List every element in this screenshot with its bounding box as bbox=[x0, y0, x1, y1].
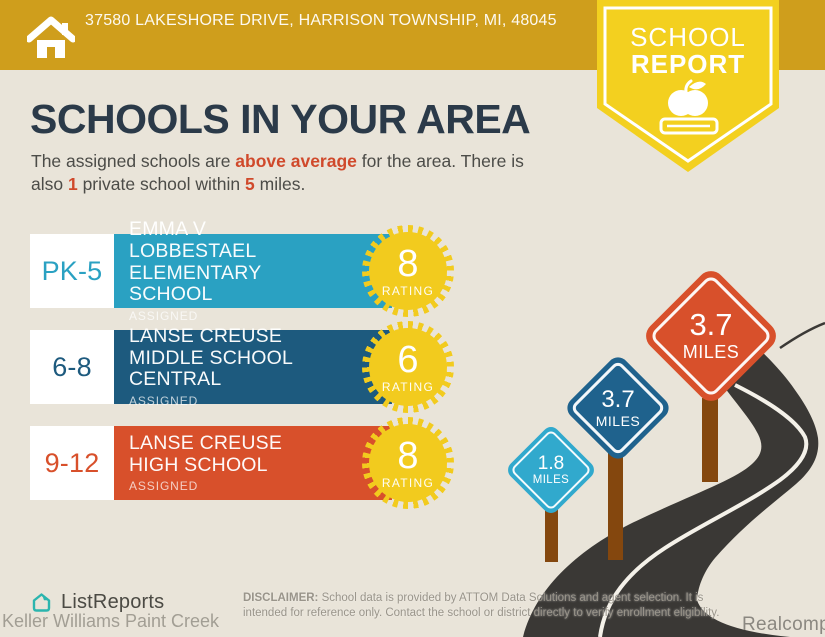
road-shape bbox=[523, 330, 819, 637]
sign-post bbox=[608, 450, 623, 560]
sign-unit: MILES bbox=[595, 412, 641, 429]
sign-distance: 3.7 bbox=[689, 307, 733, 343]
school-bar: EMMA V LOBBESTAEL ELEMENTARY SCHOOL ASSI… bbox=[114, 218, 392, 323]
ribbon-shape bbox=[597, 0, 779, 172]
rating-seal: 8 RATING bbox=[362, 417, 454, 509]
school-status: ASSIGNED bbox=[129, 394, 199, 409]
intro-highlight-count: 1 bbox=[67, 174, 78, 195]
sign-distance: 1.8 bbox=[537, 453, 565, 475]
school-bar: LANSE CREUSE MIDDLE SCHOOL CENTRAL ASSIG… bbox=[114, 325, 392, 408]
ribbon-line2: REPORT bbox=[630, 49, 746, 79]
sign-label: 1.8 MILES bbox=[518, 437, 584, 503]
school-bar: LANSE CREUSE HIGH SCHOOL ASSIGNED bbox=[114, 426, 392, 500]
intro-seg: for the area. There is also bbox=[31, 151, 524, 195]
rating-value: 8 bbox=[397, 434, 419, 477]
house-icon bbox=[27, 16, 75, 58]
sign-distance: 3.7 bbox=[601, 386, 635, 414]
intro-seg: miles. bbox=[254, 174, 306, 195]
page-title: SCHOOLS IN YOUR AREA bbox=[30, 96, 531, 142]
ribbon-line1: SCHOOL bbox=[630, 22, 746, 52]
sign-post bbox=[702, 398, 718, 482]
school-card-elementary: PK-5 EMMA V LOBBESTAEL ELEMENTARY SCHOOL… bbox=[30, 218, 454, 323]
grade-range: 9-12 bbox=[30, 426, 114, 500]
sign-label: 3.7 MILES bbox=[579, 369, 657, 447]
rating-seal: 6 RATING bbox=[362, 321, 454, 413]
sign-post bbox=[545, 500, 558, 562]
intro-highlight-above-average: above average bbox=[235, 151, 357, 171]
rating-seal: 8 RATING bbox=[362, 225, 454, 317]
property-address: 37580 LAKESHORE DRIVE, HARRISON TOWNSHIP… bbox=[85, 12, 557, 29]
school-name: LANSE CREUSE HIGH SCHOOL bbox=[129, 431, 283, 476]
distance-sign-far: 3.7 MILES bbox=[640, 265, 782, 407]
rating-label: RATING bbox=[381, 379, 435, 394]
intro-highlight-miles: 5 bbox=[245, 174, 255, 195]
rating-label: RATING bbox=[381, 475, 435, 490]
road-distant-line bbox=[779, 321, 825, 350]
rating-value: 8 bbox=[397, 242, 419, 285]
school-card-middle: 6-8 LANSE CREUSE MIDDLE SCHOOL CENTRAL A… bbox=[30, 321, 454, 413]
grade-range: 6-8 bbox=[30, 330, 114, 404]
intro-seg: The assigned schools are bbox=[31, 151, 236, 171]
school-card-high: 9-12 LANSE CREUSE HIGH SCHOOL ASSIGNED 8… bbox=[30, 417, 454, 509]
rating-label: RATING bbox=[381, 283, 435, 298]
school-name: LANSE CREUSE MIDDLE SCHOOL CENTRAL bbox=[129, 324, 293, 391]
sign-label: 3.7 MILES bbox=[661, 286, 761, 386]
intro-text: The assigned schools are above average f… bbox=[31, 150, 553, 197]
sign-unit: MILES bbox=[682, 341, 740, 362]
school-card-list: PK-5 EMMA V LOBBESTAEL ELEMENTARY SCHOOL… bbox=[30, 218, 454, 522]
road-center-line bbox=[598, 383, 809, 637]
school-name: EMMA V LOBBESTAEL ELEMENTARY SCHOOL bbox=[129, 217, 262, 306]
rating-value: 6 bbox=[397, 338, 419, 381]
school-report-ribbon: SCHOOL REPORT bbox=[597, 0, 779, 176]
apple-on-book-icon bbox=[659, 79, 719, 135]
sign-unit: MILES bbox=[532, 473, 570, 486]
grade-range: PK-5 bbox=[30, 234, 114, 308]
school-status: ASSIGNED bbox=[129, 309, 199, 324]
school-status: ASSIGNED bbox=[129, 479, 199, 494]
intro-seg: private school within bbox=[77, 174, 246, 195]
distance-sign-mid: 3.7 MILES bbox=[562, 352, 674, 464]
